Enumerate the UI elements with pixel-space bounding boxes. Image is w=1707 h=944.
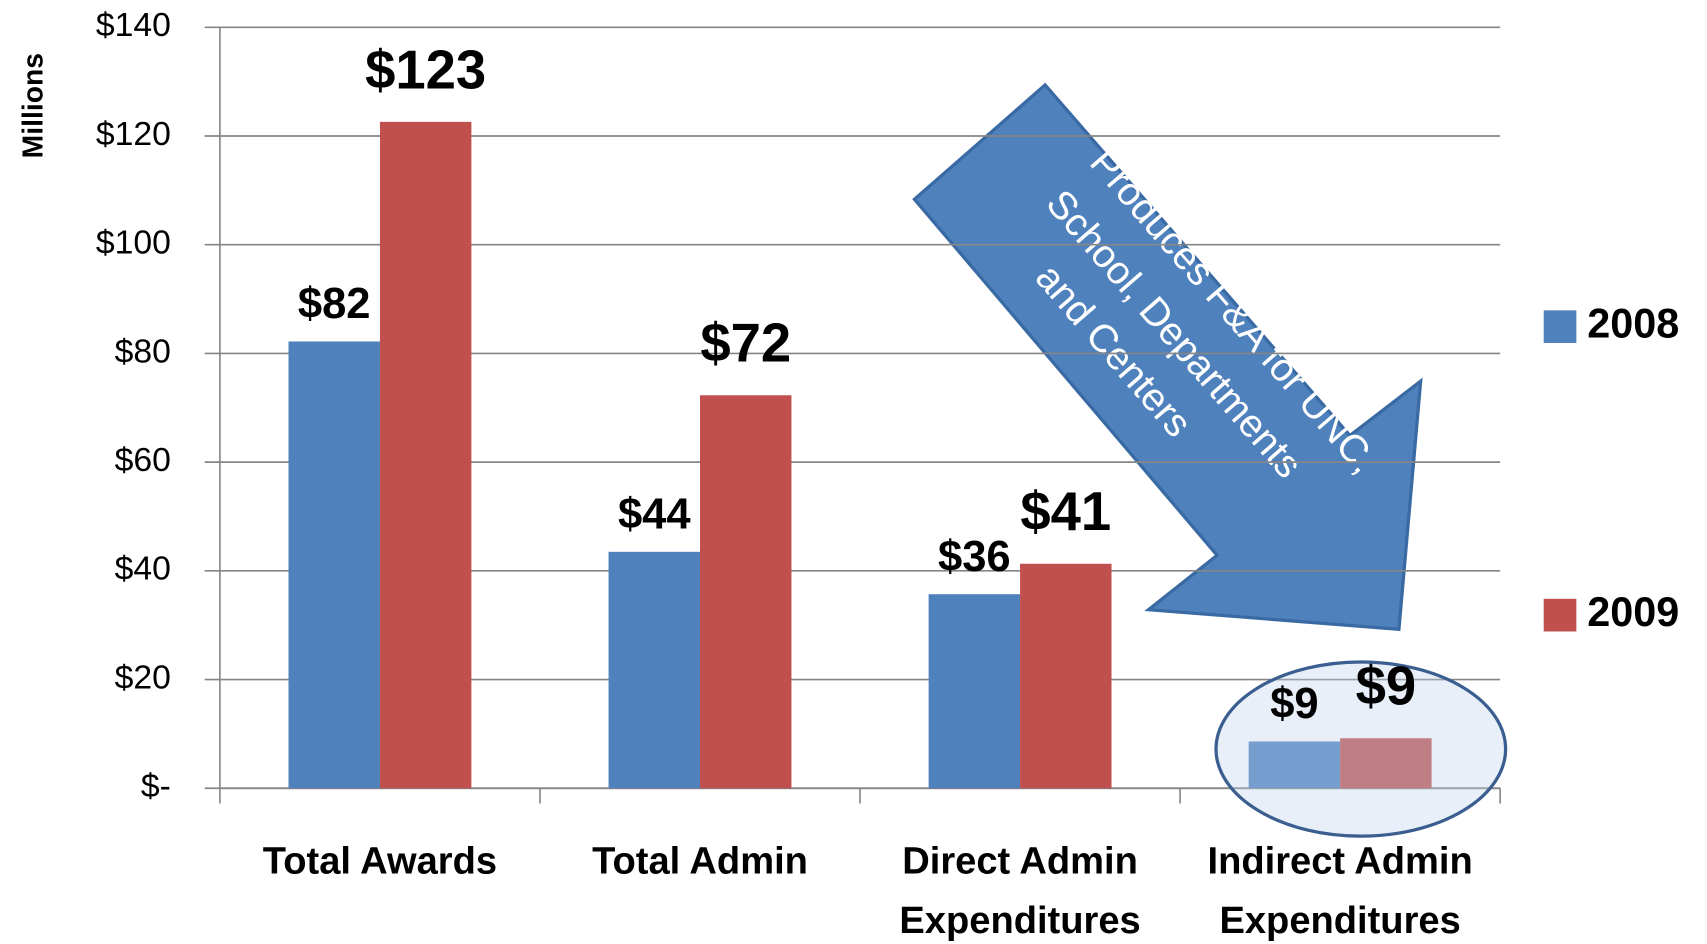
bar [700,395,792,789]
bar [1020,563,1112,789]
value-label: $82 [298,280,371,328]
value-label: $36 [938,533,1011,581]
y-tick-label: $40 [115,550,171,588]
bar [608,551,701,789]
legend-swatch [1543,310,1577,343]
highlight-ellipse [1214,660,1508,838]
y-tick-label: $80 [115,332,171,370]
y-tick-label: $100 [96,224,171,262]
legend-swatch [1543,598,1577,632]
legend-label: 2009 [1587,589,1679,635]
y-tick-label: $20 [115,658,171,696]
value-label: $9 [1356,656,1417,717]
value-label: $9 [1270,680,1318,728]
y-tick-label: $- [141,767,171,805]
y-tick-label: $120 [96,115,171,153]
x-tick-label: Indirect Admin Expenditures [1207,840,1472,942]
y-tick-label: $140 [96,6,171,44]
value-label: $44 [618,490,691,538]
x-tick-label: Direct Admin Expenditures [899,840,1140,942]
bar [1340,738,1432,789]
bar [379,121,472,789]
value-label: $72 [700,313,791,374]
bar [1248,741,1341,789]
value-label: $41 [1020,481,1111,542]
value-label: $123 [365,39,486,100]
y-tick-label: $60 [115,441,171,479]
x-tick-label: Total Admin [592,840,808,882]
y-axis-label: Millions [16,53,48,158]
bar [288,341,380,789]
annotation-arrow [912,82,1423,632]
legend-label: 2008 [1587,301,1679,347]
bar [928,594,1021,789]
x-tick-label: Total Awards [263,840,497,882]
